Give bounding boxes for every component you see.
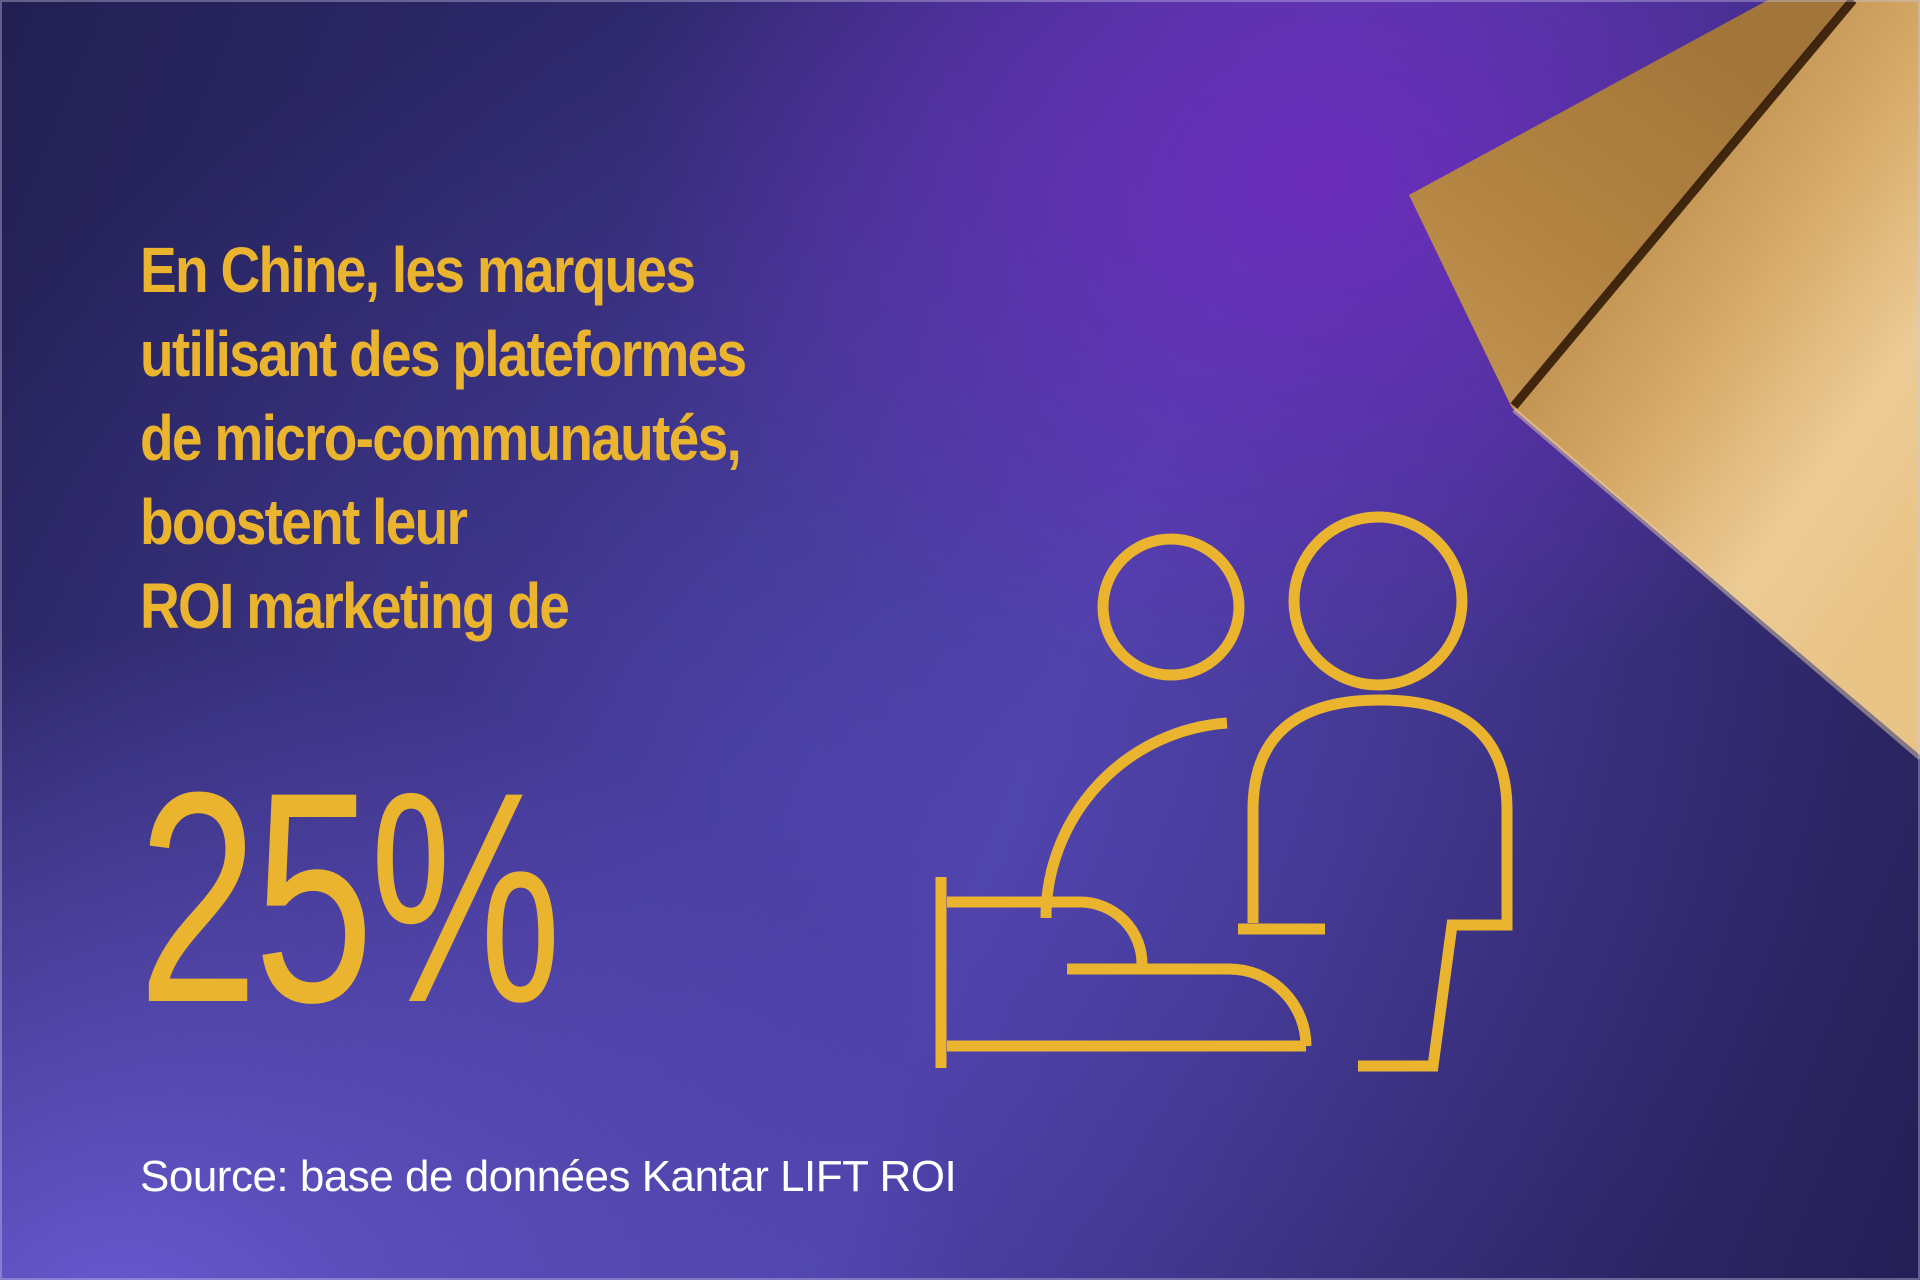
headline-line: boostent leur: [140, 486, 468, 558]
laptop-arm-icon: [1067, 963, 1312, 1047]
micro-community-icon: [935, 511, 1513, 1072]
headline-line: ROI marketing de: [140, 570, 570, 642]
headline-line: utilisant des plateformes: [140, 318, 747, 390]
source-text: Source: base de données Kantar LIFT ROI: [140, 1152, 957, 1201]
laptop-lid-icon: [947, 896, 1148, 965]
pyramid-light-face: [1512, 0, 1920, 755]
gold-pyramid-icon: [1409, 0, 1920, 760]
person-right-head-icon: [1288, 511, 1468, 691]
person-right-body-icon: [1247, 694, 1513, 1072]
headline: En Chine, les marques utilisant des plat…: [140, 228, 747, 648]
pyramid-seam: [1510, 0, 1857, 409]
headline-line: de micro-communautés,: [140, 402, 742, 474]
pyramid-bottom-highlight: [1512, 408, 1920, 760]
stat-value: 25%: [138, 729, 562, 1065]
headline-line: En Chine, les marques: [140, 234, 696, 306]
pyramid-dark-face: [1409, 0, 1850, 408]
person-left-shoulders-icon: [1040, 717, 1228, 919]
person-left-head-icon: [1097, 533, 1245, 681]
